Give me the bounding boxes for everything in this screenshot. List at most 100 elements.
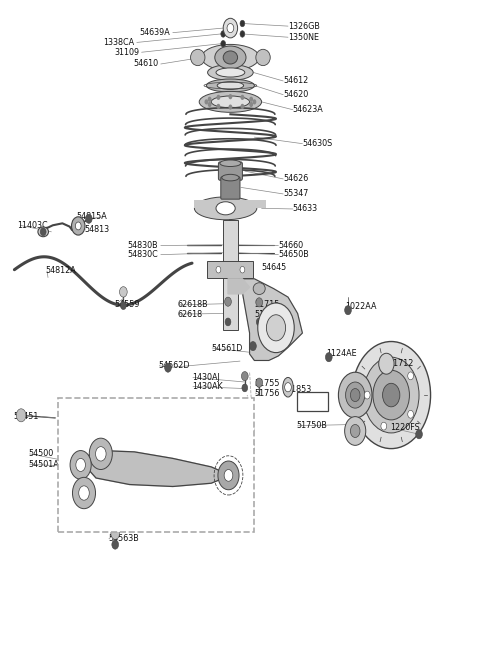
Circle shape bbox=[79, 486, 89, 500]
Text: 51716: 51716 bbox=[254, 310, 280, 319]
Ellipse shape bbox=[191, 49, 205, 65]
Ellipse shape bbox=[216, 68, 245, 77]
Text: 54813: 54813 bbox=[84, 225, 109, 234]
Circle shape bbox=[240, 20, 245, 27]
Circle shape bbox=[208, 97, 212, 102]
Ellipse shape bbox=[256, 49, 270, 65]
Circle shape bbox=[221, 31, 226, 37]
Text: 52755: 52755 bbox=[299, 403, 324, 412]
Circle shape bbox=[381, 422, 387, 430]
Text: 54612: 54612 bbox=[283, 76, 309, 86]
Circle shape bbox=[373, 370, 409, 420]
Text: 54623A: 54623A bbox=[293, 105, 324, 114]
Text: 1430AJ: 1430AJ bbox=[192, 373, 220, 382]
Text: 54645: 54645 bbox=[262, 263, 287, 272]
Polygon shape bbox=[79, 451, 230, 486]
Circle shape bbox=[223, 18, 238, 38]
Text: 62618B: 62618B bbox=[178, 300, 208, 310]
Ellipse shape bbox=[194, 197, 257, 219]
Text: 54660: 54660 bbox=[278, 241, 303, 250]
Circle shape bbox=[89, 438, 112, 470]
Bar bbox=[194, 200, 266, 208]
Text: 54562D: 54562D bbox=[158, 361, 190, 370]
Text: 54626: 54626 bbox=[283, 174, 309, 183]
Text: 51756: 51756 bbox=[254, 389, 280, 398]
Circle shape bbox=[345, 306, 351, 315]
Text: 54639A: 54639A bbox=[140, 28, 170, 37]
Circle shape bbox=[228, 94, 232, 99]
Text: 54551D: 54551D bbox=[103, 419, 135, 428]
Text: 1220FS: 1220FS bbox=[390, 423, 420, 432]
Circle shape bbox=[383, 383, 400, 407]
Circle shape bbox=[345, 417, 366, 445]
Text: 54830C: 54830C bbox=[128, 250, 158, 259]
Circle shape bbox=[72, 477, 96, 509]
Text: 54530C: 54530C bbox=[190, 467, 220, 476]
Circle shape bbox=[168, 445, 176, 455]
Circle shape bbox=[96, 447, 106, 461]
Circle shape bbox=[346, 382, 365, 408]
Ellipse shape bbox=[216, 202, 235, 215]
Text: 54584A: 54584A bbox=[90, 492, 121, 502]
Circle shape bbox=[216, 104, 220, 109]
Text: 55451: 55451 bbox=[13, 412, 39, 421]
Text: 54630S: 54630S bbox=[302, 139, 333, 148]
Text: 1430AK: 1430AK bbox=[192, 382, 223, 391]
Circle shape bbox=[379, 353, 394, 374]
Ellipse shape bbox=[202, 44, 259, 71]
Circle shape bbox=[383, 359, 390, 368]
Circle shape bbox=[40, 228, 46, 236]
Circle shape bbox=[240, 104, 244, 109]
Circle shape bbox=[266, 315, 286, 341]
Polygon shape bbox=[228, 279, 250, 294]
FancyBboxPatch shape bbox=[221, 177, 240, 199]
Circle shape bbox=[228, 104, 232, 110]
Circle shape bbox=[96, 481, 103, 490]
Text: 54519B: 54519B bbox=[199, 430, 230, 439]
Circle shape bbox=[408, 410, 413, 418]
Text: 52752: 52752 bbox=[299, 394, 324, 403]
Circle shape bbox=[240, 31, 245, 37]
Text: 51715: 51715 bbox=[254, 300, 280, 310]
Circle shape bbox=[120, 287, 127, 297]
Circle shape bbox=[177, 451, 184, 462]
Bar bbox=[297, 392, 328, 411]
Text: 54610: 54610 bbox=[133, 59, 158, 69]
Circle shape bbox=[241, 372, 248, 381]
Text: 1350NE: 1350NE bbox=[288, 33, 319, 42]
Circle shape bbox=[76, 458, 85, 471]
Text: 31109: 31109 bbox=[114, 48, 139, 57]
Ellipse shape bbox=[206, 79, 254, 92]
Text: 51750B: 51750B bbox=[297, 421, 327, 430]
Circle shape bbox=[225, 318, 231, 326]
Text: 51853: 51853 bbox=[286, 385, 312, 394]
Ellipse shape bbox=[253, 283, 265, 295]
Ellipse shape bbox=[223, 51, 238, 64]
Ellipse shape bbox=[217, 82, 243, 89]
Bar bbox=[223, 220, 238, 330]
Circle shape bbox=[218, 461, 239, 490]
Text: 54620: 54620 bbox=[283, 90, 309, 99]
Ellipse shape bbox=[222, 174, 239, 181]
Text: 1022AA: 1022AA bbox=[346, 302, 377, 311]
Text: 54559: 54559 bbox=[114, 300, 140, 310]
Circle shape bbox=[112, 540, 119, 549]
Bar bbox=[207, 261, 253, 278]
Text: 54633: 54633 bbox=[293, 204, 318, 214]
Circle shape bbox=[225, 297, 231, 306]
Text: 54559B: 54559B bbox=[90, 482, 121, 491]
Text: 51755: 51755 bbox=[254, 379, 280, 389]
Circle shape bbox=[242, 384, 248, 392]
Circle shape bbox=[216, 95, 220, 100]
Circle shape bbox=[258, 303, 294, 353]
Text: 54500: 54500 bbox=[29, 449, 54, 458]
Circle shape bbox=[381, 360, 387, 368]
Text: 54650B: 54650B bbox=[278, 250, 309, 259]
Text: 11403C: 11403C bbox=[17, 221, 48, 230]
Circle shape bbox=[70, 451, 91, 479]
Circle shape bbox=[240, 266, 245, 273]
Circle shape bbox=[221, 40, 226, 47]
Circle shape bbox=[350, 389, 360, 402]
Text: 51712: 51712 bbox=[389, 359, 414, 368]
Text: 54561D: 54561D bbox=[211, 343, 242, 353]
